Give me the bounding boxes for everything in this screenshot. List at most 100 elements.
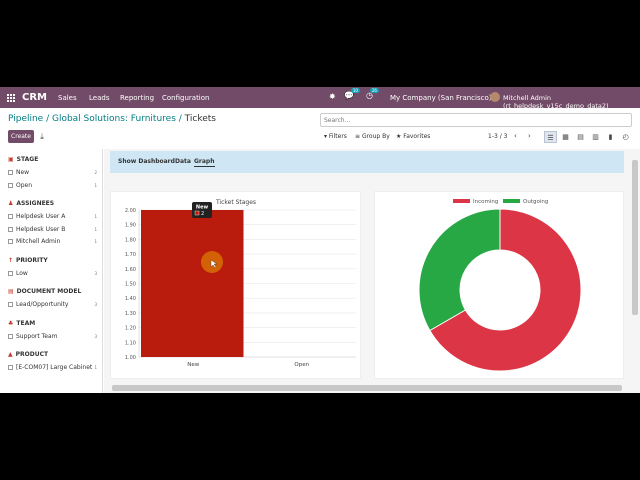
checkbox[interactable] bbox=[8, 182, 13, 188]
sidebar-item-label: [E-COM07] Large Cabinet bbox=[16, 364, 93, 371]
activity-badge: 26 bbox=[369, 88, 379, 93]
chart-title: Ticket Stages bbox=[215, 199, 256, 206]
activity-icon[interactable]: ◷ 26 bbox=[366, 88, 379, 100]
bar-chart: Ticket Stages 2.00 1.90 1.80 1.70 1.60 1.50 1.4… bbox=[125, 199, 356, 368]
checkbox[interactable] bbox=[8, 239, 13, 244]
product-icon: ▲ bbox=[8, 351, 13, 358]
legend-label-incoming: Incoming bbox=[473, 199, 498, 205]
company-switcher[interactable]: My Company (San Francisco) bbox=[390, 94, 492, 102]
checkbox[interactable] bbox=[8, 302, 13, 307]
user-menu[interactable]: Mitchell Admin (rt_helpdesk_v15c_demo_da… bbox=[503, 94, 609, 110]
sidebar-item-count: 1 bbox=[94, 182, 97, 188]
tab-show-dashboard[interactable]: Show Dashboard bbox=[118, 158, 175, 165]
breadcrumb: Pipeline / Global Solutions: Furnitures … bbox=[8, 114, 216, 124]
pager-prev-icon[interactable]: ‹ bbox=[514, 132, 517, 140]
team-icon: ♣ bbox=[8, 319, 14, 327]
y-tick-label: 1.70 bbox=[125, 252, 136, 258]
pager-next-icon[interactable]: › bbox=[528, 132, 531, 140]
tab-graph[interactable]: Graph bbox=[194, 158, 215, 167]
sidebar-section-title: Stage bbox=[16, 156, 39, 163]
arrow-up-icon: ↑ bbox=[8, 256, 14, 264]
create-button[interactable]: Create bbox=[8, 130, 34, 143]
sidebar-item-support-team[interactable]: Support Team 3 bbox=[8, 333, 97, 340]
sidebar-item--e-com07-large-cabinet[interactable]: [E-COM07] Large Cabinet 1 bbox=[8, 364, 97, 371]
menu-configuration[interactable]: Configuration bbox=[162, 94, 210, 102]
sidebar-item-low[interactable]: Low 3 bbox=[8, 270, 97, 277]
checkbox[interactable] bbox=[8, 365, 13, 370]
horizontal-scrollbar[interactable] bbox=[112, 385, 622, 391]
vertical-scrollbar[interactable] bbox=[632, 160, 638, 315]
sidebar-section-title: Team bbox=[16, 319, 36, 327]
chat-icon[interactable]: 💬 10 bbox=[344, 88, 360, 100]
favorites-label: Favorites bbox=[403, 133, 431, 140]
sidebar-item-lead-opportunity[interactable]: Lead/Opportunity 3 bbox=[8, 301, 97, 308]
legend-swatch-outgoing bbox=[503, 199, 520, 203]
sidebar-item-label: Open bbox=[16, 181, 33, 189]
sidebar-section-document-model: ▤ Document Model bbox=[8, 288, 81, 295]
sidebar-item-helpdesk-user-b[interactable]: Helpdesk User B 1 bbox=[8, 226, 97, 233]
user-icon: ♟ bbox=[8, 200, 14, 207]
filters-label: Filters bbox=[328, 133, 347, 140]
sidebar-item-label: Low bbox=[16, 269, 28, 277]
sidebar-item-open[interactable]: Open 1 bbox=[8, 182, 97, 189]
sidebar-item-label: Helpdesk User B bbox=[16, 225, 66, 233]
y-tick-label: 1.30 bbox=[125, 311, 136, 317]
sidebar-item-mitchell-admin[interactable]: Mitchell Admin 1 bbox=[8, 238, 97, 245]
activity-view-icon[interactable]: ◴ bbox=[622, 133, 629, 141]
graph-view-icon[interactable]: ▮ bbox=[608, 133, 613, 141]
top-navbar: CRM Sales Leads Reporting Configuration … bbox=[0, 87, 640, 110]
sidebar-section-stage: ▣ Stage bbox=[8, 156, 38, 163]
filters-button[interactable]: ▾ Filters bbox=[324, 133, 347, 140]
sidebar-item-count: 3 bbox=[94, 270, 97, 276]
search-input[interactable]: Search... bbox=[320, 113, 632, 127]
sidebar-item-new[interactable]: New 2 bbox=[8, 169, 97, 176]
calendar-view-icon[interactable]: ▤ bbox=[577, 133, 584, 141]
pie-chart: Incoming Outgoing bbox=[418, 199, 582, 372]
avatar[interactable] bbox=[490, 92, 500, 102]
sidebar-section-title: Assignees bbox=[16, 200, 55, 207]
y-tick-label: 1.50 bbox=[125, 282, 136, 288]
sidebar-section-priority: ↑ Priority bbox=[8, 257, 48, 264]
list-view-icon[interactable]: ☰ bbox=[544, 131, 557, 143]
checkbox[interactable] bbox=[8, 214, 13, 219]
group-by-button[interactable]: ≡ Group By bbox=[355, 133, 390, 140]
tooltip-title: New bbox=[196, 205, 209, 211]
y-tick-label: 1.00 bbox=[125, 355, 136, 361]
download-icon[interactable]: ⤓ bbox=[40, 132, 44, 141]
group-by-label: Group By bbox=[361, 133, 390, 140]
breadcrumb-link[interactable]: Pipeline / Global Solutions: Furnitures … bbox=[8, 114, 182, 124]
y-tick-label: 1.90 bbox=[125, 223, 136, 229]
legend-label-outgoing: Outgoing bbox=[523, 199, 548, 205]
sidebar-item-count: 2 bbox=[94, 170, 97, 175]
tab-data[interactable]: Data bbox=[175, 158, 191, 165]
sidebar-item-label: New bbox=[16, 169, 30, 176]
y-tick-label: 1.40 bbox=[125, 296, 136, 302]
pivot-view-icon[interactable]: ▥ bbox=[592, 133, 599, 141]
menu-reporting[interactable]: Reporting bbox=[120, 94, 155, 102]
slice-outgoing bbox=[418, 208, 501, 332]
checkbox[interactable] bbox=[8, 333, 13, 339]
kanban-view-icon[interactable]: ▦ bbox=[562, 133, 569, 141]
tooltip-value: 2 bbox=[201, 211, 204, 217]
search-panel: ▣ Stage New 2 Open 1 ♟ Assignees Helpdesk User A… bbox=[0, 149, 103, 393]
pie-chart-card: Incoming Outgoing bbox=[374, 191, 624, 379]
y-tick-label: 1.20 bbox=[125, 326, 136, 332]
menu-sales[interactable]: Sales bbox=[58, 94, 77, 102]
menu-leads[interactable]: Leads bbox=[89, 94, 110, 102]
sidebar-item-count: 3 bbox=[94, 302, 97, 307]
sidebar-item-helpdesk-user-a[interactable]: Helpdesk User A 1 bbox=[8, 213, 97, 220]
checkbox[interactable] bbox=[8, 270, 13, 276]
y-tick-label: 2.00 bbox=[125, 208, 136, 214]
bug-icon[interactable]: ✸ bbox=[329, 92, 336, 101]
sidebar-section-assignees: ♟ Assignees bbox=[8, 200, 54, 207]
apps-menu-icon[interactable] bbox=[7, 94, 15, 102]
favorites-button[interactable]: ★ Favorites bbox=[396, 133, 431, 140]
pager-value[interactable]: 1-3 / 3 bbox=[488, 133, 508, 140]
sidebar-item-label: Support Team bbox=[16, 332, 58, 340]
x-tick-label: New bbox=[187, 362, 199, 368]
checkbox[interactable] bbox=[8, 170, 13, 175]
y-tick-label: 1.10 bbox=[125, 340, 136, 346]
tooltip-swatch bbox=[194, 210, 200, 216]
checkbox[interactable] bbox=[8, 226, 13, 232]
app-brand[interactable]: CRM bbox=[22, 92, 47, 103]
